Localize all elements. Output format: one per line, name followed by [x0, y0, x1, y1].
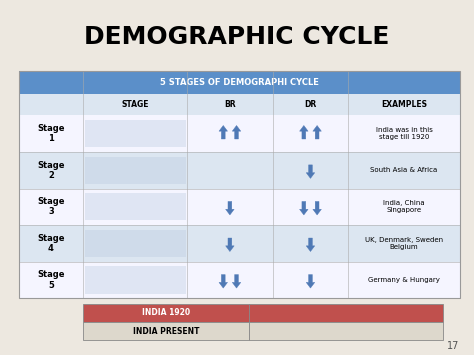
- Text: Stage
2: Stage 2: [37, 160, 65, 180]
- Text: Stage
4: Stage 4: [37, 234, 65, 253]
- Polygon shape: [306, 238, 315, 251]
- Bar: [19, 115, 460, 152]
- Polygon shape: [306, 274, 315, 288]
- Polygon shape: [300, 125, 308, 139]
- Text: EXAMPLES: EXAMPLES: [381, 100, 427, 109]
- Text: DR: DR: [304, 100, 317, 109]
- Text: India, China
Singapore: India, China Singapore: [383, 200, 425, 213]
- Text: India was in this
stage till 1920: India was in this stage till 1920: [376, 127, 432, 140]
- Text: DEMOGRAPHIC CYCLE: DEMOGRAPHIC CYCLE: [84, 25, 390, 49]
- Bar: [19, 152, 460, 189]
- Polygon shape: [232, 274, 241, 288]
- Bar: [19, 189, 460, 225]
- Polygon shape: [313, 125, 321, 139]
- Bar: [19, 262, 460, 298]
- Polygon shape: [226, 238, 234, 251]
- Text: BR: BR: [224, 100, 236, 109]
- Polygon shape: [219, 274, 228, 288]
- Text: STAGE: STAGE: [121, 100, 149, 109]
- Text: Stage
3: Stage 3: [37, 197, 65, 217]
- Text: INDIA 1920: INDIA 1920: [142, 308, 190, 317]
- Polygon shape: [226, 201, 234, 215]
- Text: 17: 17: [447, 342, 460, 351]
- Bar: [19, 225, 460, 262]
- Text: 5 STAGES OF DEMOGRAPHI CYCLE: 5 STAGES OF DEMOGRAPHI CYCLE: [160, 78, 319, 87]
- Bar: [83, 322, 249, 340]
- Polygon shape: [306, 165, 315, 178]
- Text: INDIA PRESENT: INDIA PRESENT: [133, 327, 199, 336]
- Polygon shape: [313, 201, 321, 215]
- Text: South Asia & Africa: South Asia & Africa: [371, 167, 438, 173]
- Polygon shape: [232, 125, 241, 139]
- Bar: [19, 71, 460, 94]
- Bar: [19, 71, 460, 298]
- Bar: [83, 304, 249, 322]
- Text: Germany & Hungary: Germany & Hungary: [368, 277, 440, 283]
- Bar: [85, 230, 186, 257]
- Bar: [85, 120, 186, 147]
- Text: Stage
5: Stage 5: [37, 270, 65, 290]
- Polygon shape: [300, 201, 308, 215]
- Bar: [85, 157, 186, 184]
- Text: Stage
1: Stage 1: [37, 124, 65, 143]
- Bar: [249, 304, 443, 322]
- Bar: [85, 193, 186, 220]
- Text: UK, Denmark, Sweden
Belgium: UK, Denmark, Sweden Belgium: [365, 237, 443, 250]
- Bar: [249, 322, 443, 340]
- Polygon shape: [219, 125, 228, 139]
- Bar: [85, 266, 186, 294]
- Bar: [19, 94, 460, 115]
